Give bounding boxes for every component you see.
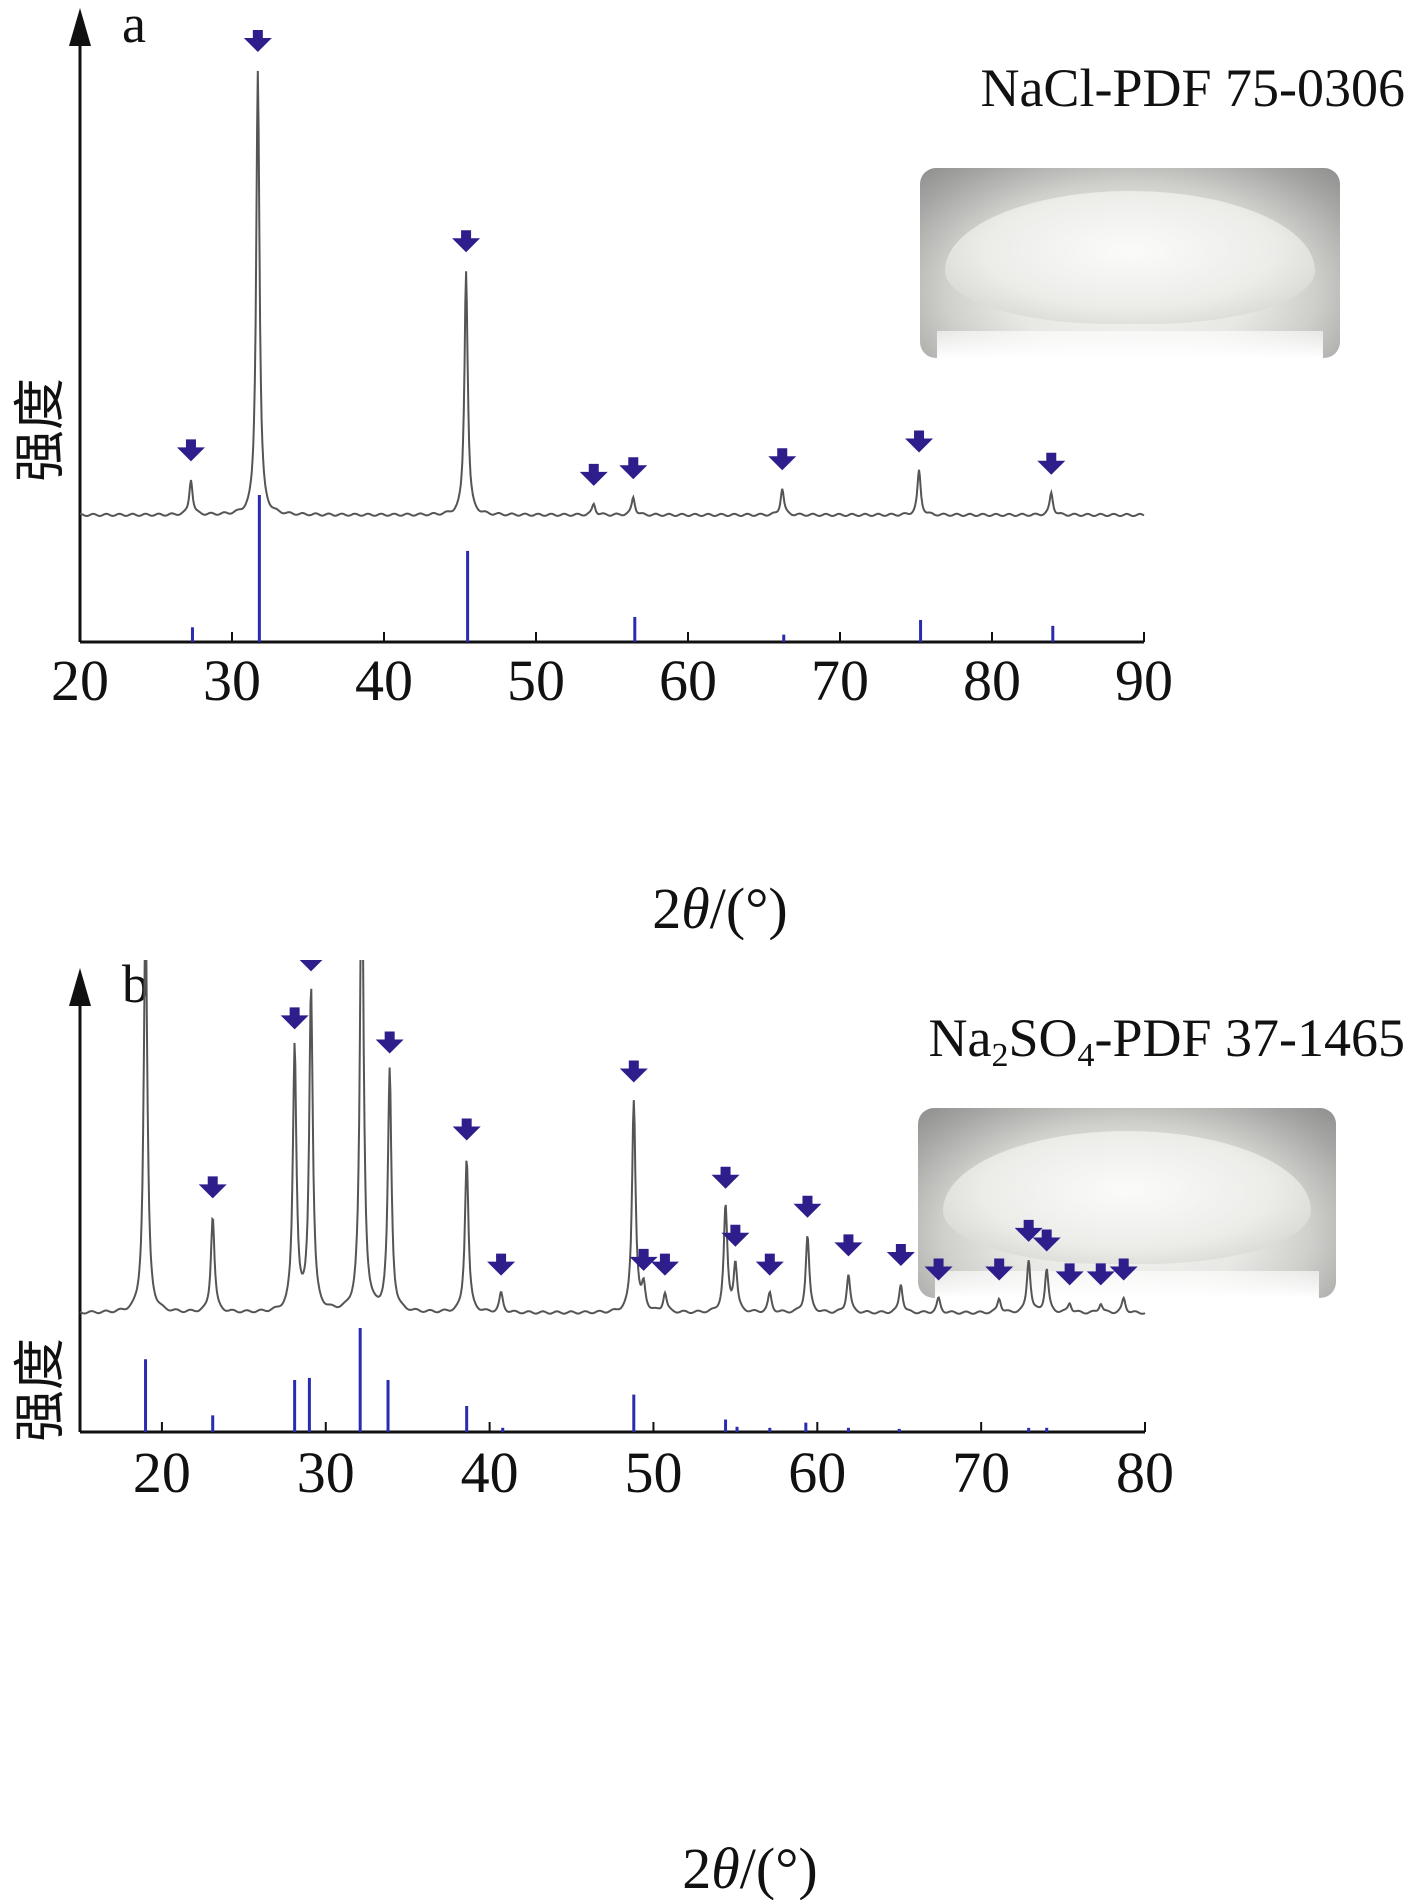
peak-marker (1037, 452, 1066, 475)
x-tick-label: 30 (203, 648, 261, 713)
x-tick-label: 30 (297, 1440, 355, 1505)
peak-marker (924, 1258, 953, 1281)
peak-marker (280, 1007, 309, 1030)
peak-marker (834, 1234, 863, 1257)
panel-b: b Na2SO4-PDF 37-1465 强度 2θ/(°) 20 30 40 50 6… (0, 960, 1417, 1900)
panel-a: a NaCl-PDF 75-0306 强度 2θ/(°) 20 30 40 50 60 7… (0, 0, 1417, 940)
panel-letter-a: a (122, 0, 146, 54)
x-tick-label: 70 (952, 1440, 1010, 1505)
peak-marker (299, 960, 323, 972)
xrd-pattern-line (80, 70, 1145, 518)
peak-marker (375, 1031, 404, 1054)
peak-marker (452, 230, 481, 253)
peak-marker (198, 1176, 227, 1199)
peak-marker (619, 1060, 648, 1083)
x-tick-label: 20 (133, 1440, 191, 1505)
peak-marker (243, 30, 272, 52)
x-tick-label: 90 (1115, 648, 1173, 713)
chart-a: a NaCl-PDF 75-0306 强度 2θ/(°) 20 30 40 50 60 7… (11, 0, 1405, 940)
x-tick-label: 40 (355, 648, 413, 713)
y-axis-label-b: 强度 (11, 1338, 71, 1442)
peak-marker (768, 448, 797, 471)
peak-marker (721, 1224, 750, 1247)
y-axis-arrow (69, 8, 91, 46)
peak-marker (1014, 1219, 1043, 1242)
y-axis-label-a: 强度 (11, 378, 71, 482)
peak-marker (629, 1248, 658, 1271)
peak-marker (452, 1118, 481, 1141)
na2so4-sample-photo (918, 1108, 1336, 1298)
nacl-sample-photo (920, 168, 1340, 358)
peak-marker (886, 1244, 915, 1267)
peak-marker (487, 1253, 516, 1276)
x-tick-label: 60 (788, 1440, 846, 1505)
peak-marker (650, 1253, 679, 1276)
x-tick-label: 80 (963, 648, 1021, 713)
x-axis-label-a: 2θ/(°) (652, 876, 787, 940)
pdf-label-a: NaCl-PDF 75-0306 (980, 58, 1405, 118)
peak-marker (793, 1195, 822, 1218)
x-axis-label-b: 2θ/(°) (682, 1836, 817, 1900)
xrd-pattern-line (79, 960, 1146, 1315)
peak-marker (985, 1258, 1014, 1281)
peak-marker (579, 463, 608, 486)
peak-marker (1086, 1263, 1115, 1286)
peak-marker (1109, 1258, 1138, 1281)
chart-b: b Na2SO4-PDF 37-1465 强度 2θ/(°) 20 30 40 50 6… (11, 960, 1405, 1900)
x-tick-label: 60 (659, 648, 717, 713)
peak-marker (905, 430, 934, 453)
x-tick-label: 50 (507, 648, 565, 713)
pdf-label-b: Na2SO4-PDF 37-1465 (928, 1008, 1405, 1074)
x-tick-label: 70 (811, 648, 869, 713)
peak-marker (755, 1253, 784, 1276)
y-axis-arrow (69, 968, 91, 1006)
peak-marker (1055, 1263, 1084, 1286)
x-tick-label: 40 (461, 1440, 519, 1505)
peak-marker (1032, 1229, 1061, 1252)
peak-marker (711, 1166, 740, 1189)
x-tick-label: 80 (1116, 1440, 1174, 1505)
x-tick-label: 20 (51, 648, 109, 713)
peak-marker (176, 439, 205, 462)
x-tick-label: 50 (624, 1440, 682, 1505)
peak-marker (619, 457, 648, 480)
